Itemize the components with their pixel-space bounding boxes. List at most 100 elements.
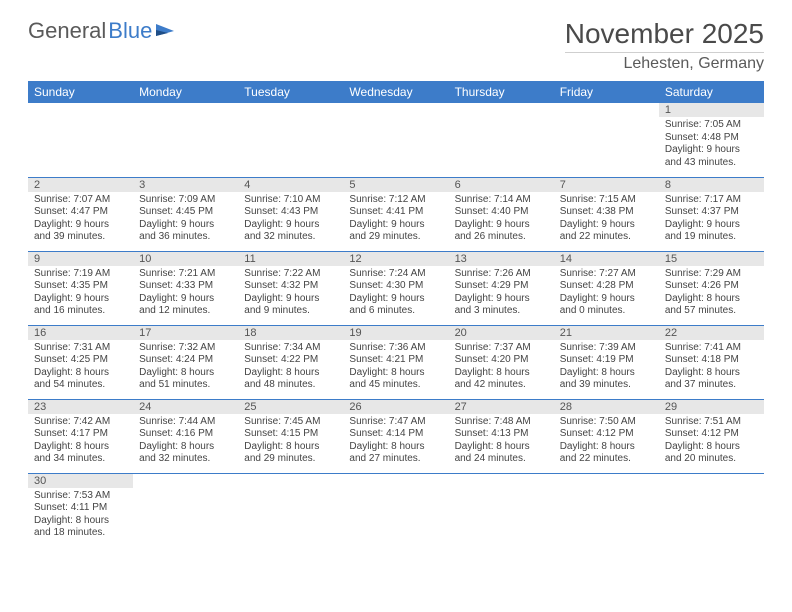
day-details: Sunrise: 7:36 AMSunset: 4:21 PMDaylight:…	[343, 340, 448, 396]
day-details: Sunrise: 7:26 AMSunset: 4:29 PMDaylight:…	[449, 266, 554, 322]
day-number: 8	[659, 178, 764, 192]
day-number: 29	[659, 400, 764, 414]
location: Lehesten, Germany	[565, 55, 764, 73]
calendar-day-cell	[133, 473, 238, 547]
weekday-header: Thursday	[449, 81, 554, 103]
weekday-header-row: SundayMondayTuesdayWednesdayThursdayFrid…	[28, 81, 764, 103]
calendar-day-cell: 17Sunrise: 7:32 AMSunset: 4:24 PMDayligh…	[133, 325, 238, 399]
calendar-day-cell: 13Sunrise: 7:26 AMSunset: 4:29 PMDayligh…	[449, 251, 554, 325]
day-number: 2	[28, 178, 133, 192]
day-number: 7	[554, 178, 659, 192]
calendar-day-cell: 28Sunrise: 7:50 AMSunset: 4:12 PMDayligh…	[554, 399, 659, 473]
day-number: 28	[554, 400, 659, 414]
day-number: 23	[28, 400, 133, 414]
day-details: Sunrise: 7:51 AMSunset: 4:12 PMDaylight:…	[659, 414, 764, 470]
day-details: Sunrise: 7:15 AMSunset: 4:38 PMDaylight:…	[554, 192, 659, 248]
calendar-day-cell: 22Sunrise: 7:41 AMSunset: 4:18 PMDayligh…	[659, 325, 764, 399]
calendar-day-cell: 26Sunrise: 7:47 AMSunset: 4:14 PMDayligh…	[343, 399, 448, 473]
calendar-day-cell: 4Sunrise: 7:10 AMSunset: 4:43 PMDaylight…	[238, 177, 343, 251]
logo-text-1: General	[28, 18, 106, 44]
day-details: Sunrise: 7:05 AMSunset: 4:48 PMDaylight:…	[659, 117, 764, 173]
weekday-header: Sunday	[28, 81, 133, 103]
weekday-header: Saturday	[659, 81, 764, 103]
month-title: November 2025	[565, 18, 764, 53]
calendar-day-cell: 8Sunrise: 7:17 AMSunset: 4:37 PMDaylight…	[659, 177, 764, 251]
day-details: Sunrise: 7:41 AMSunset: 4:18 PMDaylight:…	[659, 340, 764, 396]
calendar-day-cell	[554, 103, 659, 177]
calendar-day-cell	[659, 473, 764, 547]
day-details: Sunrise: 7:29 AMSunset: 4:26 PMDaylight:…	[659, 266, 764, 322]
day-number: 27	[449, 400, 554, 414]
calendar-day-cell	[343, 473, 448, 547]
header: General Blue November 2025 Lehesten, Ger…	[28, 18, 764, 73]
calendar-week-row: 23Sunrise: 7:42 AMSunset: 4:17 PMDayligh…	[28, 399, 764, 473]
calendar-day-cell	[449, 473, 554, 547]
weekday-header: Monday	[133, 81, 238, 103]
day-number: 30	[28, 474, 133, 488]
day-number: 12	[343, 252, 448, 266]
day-number: 14	[554, 252, 659, 266]
calendar-day-cell	[449, 103, 554, 177]
calendar-day-cell: 11Sunrise: 7:22 AMSunset: 4:32 PMDayligh…	[238, 251, 343, 325]
day-number: 6	[449, 178, 554, 192]
calendar-day-cell: 29Sunrise: 7:51 AMSunset: 4:12 PMDayligh…	[659, 399, 764, 473]
day-details: Sunrise: 7:53 AMSunset: 4:11 PMDaylight:…	[28, 488, 133, 544]
day-details: Sunrise: 7:21 AMSunset: 4:33 PMDaylight:…	[133, 266, 238, 322]
calendar-week-row: 1Sunrise: 7:05 AMSunset: 4:48 PMDaylight…	[28, 103, 764, 177]
day-number: 20	[449, 326, 554, 340]
day-details: Sunrise: 7:48 AMSunset: 4:13 PMDaylight:…	[449, 414, 554, 470]
day-details: Sunrise: 7:07 AMSunset: 4:47 PMDaylight:…	[28, 192, 133, 248]
day-details: Sunrise: 7:27 AMSunset: 4:28 PMDaylight:…	[554, 266, 659, 322]
calendar-day-cell: 24Sunrise: 7:44 AMSunset: 4:16 PMDayligh…	[133, 399, 238, 473]
calendar-week-row: 30Sunrise: 7:53 AMSunset: 4:11 PMDayligh…	[28, 473, 764, 547]
day-details: Sunrise: 7:24 AMSunset: 4:30 PMDaylight:…	[343, 266, 448, 322]
day-number: 16	[28, 326, 133, 340]
day-number: 1	[659, 103, 764, 117]
calendar-day-cell	[238, 103, 343, 177]
calendar-day-cell: 2Sunrise: 7:07 AMSunset: 4:47 PMDaylight…	[28, 177, 133, 251]
calendar-day-cell: 19Sunrise: 7:36 AMSunset: 4:21 PMDayligh…	[343, 325, 448, 399]
calendar-day-cell: 6Sunrise: 7:14 AMSunset: 4:40 PMDaylight…	[449, 177, 554, 251]
day-details: Sunrise: 7:17 AMSunset: 4:37 PMDaylight:…	[659, 192, 764, 248]
calendar-day-cell: 20Sunrise: 7:37 AMSunset: 4:20 PMDayligh…	[449, 325, 554, 399]
calendar-day-cell	[133, 103, 238, 177]
day-number: 9	[28, 252, 133, 266]
day-number: 11	[238, 252, 343, 266]
calendar-week-row: 2Sunrise: 7:07 AMSunset: 4:47 PMDaylight…	[28, 177, 764, 251]
calendar-day-cell	[343, 103, 448, 177]
calendar-day-cell: 25Sunrise: 7:45 AMSunset: 4:15 PMDayligh…	[238, 399, 343, 473]
day-details: Sunrise: 7:50 AMSunset: 4:12 PMDaylight:…	[554, 414, 659, 470]
day-number: 3	[133, 178, 238, 192]
calendar-day-cell: 9Sunrise: 7:19 AMSunset: 4:35 PMDaylight…	[28, 251, 133, 325]
calendar-day-cell: 12Sunrise: 7:24 AMSunset: 4:30 PMDayligh…	[343, 251, 448, 325]
day-number: 21	[554, 326, 659, 340]
logo-text-2: Blue	[108, 18, 152, 44]
day-number: 4	[238, 178, 343, 192]
day-number: 22	[659, 326, 764, 340]
day-details: Sunrise: 7:10 AMSunset: 4:43 PMDaylight:…	[238, 192, 343, 248]
day-details: Sunrise: 7:31 AMSunset: 4:25 PMDaylight:…	[28, 340, 133, 396]
day-details: Sunrise: 7:44 AMSunset: 4:16 PMDaylight:…	[133, 414, 238, 470]
day-details: Sunrise: 7:12 AMSunset: 4:41 PMDaylight:…	[343, 192, 448, 248]
day-details: Sunrise: 7:37 AMSunset: 4:20 PMDaylight:…	[449, 340, 554, 396]
calendar-day-cell	[28, 103, 133, 177]
day-details: Sunrise: 7:42 AMSunset: 4:17 PMDaylight:…	[28, 414, 133, 470]
calendar-day-cell: 3Sunrise: 7:09 AMSunset: 4:45 PMDaylight…	[133, 177, 238, 251]
day-number: 26	[343, 400, 448, 414]
day-number: 18	[238, 326, 343, 340]
calendar-day-cell: 18Sunrise: 7:34 AMSunset: 4:22 PMDayligh…	[238, 325, 343, 399]
calendar-day-cell: 21Sunrise: 7:39 AMSunset: 4:19 PMDayligh…	[554, 325, 659, 399]
calendar-day-cell: 10Sunrise: 7:21 AMSunset: 4:33 PMDayligh…	[133, 251, 238, 325]
day-details: Sunrise: 7:39 AMSunset: 4:19 PMDaylight:…	[554, 340, 659, 396]
calendar-day-cell: 15Sunrise: 7:29 AMSunset: 4:26 PMDayligh…	[659, 251, 764, 325]
calendar-day-cell: 5Sunrise: 7:12 AMSunset: 4:41 PMDaylight…	[343, 177, 448, 251]
weekday-header: Wednesday	[343, 81, 448, 103]
day-details: Sunrise: 7:19 AMSunset: 4:35 PMDaylight:…	[28, 266, 133, 322]
calendar-week-row: 16Sunrise: 7:31 AMSunset: 4:25 PMDayligh…	[28, 325, 764, 399]
day-number: 24	[133, 400, 238, 414]
calendar-day-cell: 16Sunrise: 7:31 AMSunset: 4:25 PMDayligh…	[28, 325, 133, 399]
day-number: 5	[343, 178, 448, 192]
calendar-week-row: 9Sunrise: 7:19 AMSunset: 4:35 PMDaylight…	[28, 251, 764, 325]
weekday-header: Friday	[554, 81, 659, 103]
day-number: 15	[659, 252, 764, 266]
